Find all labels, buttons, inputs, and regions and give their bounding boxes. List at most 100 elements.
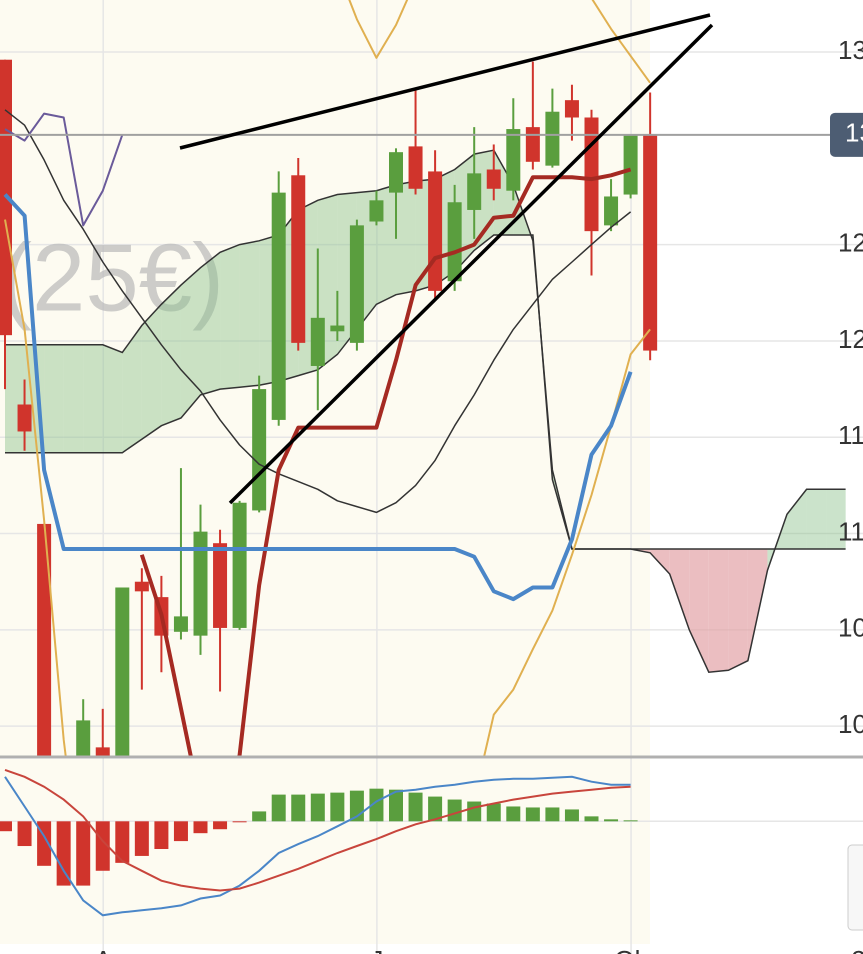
macd-bar	[95, 821, 110, 871]
candle-body	[252, 389, 267, 511]
candle-body	[564, 100, 579, 118]
macd-bar	[252, 811, 267, 822]
cloud-segment	[83, 344, 103, 453]
macd-bar	[564, 809, 579, 822]
cloud-segment	[44, 344, 64, 453]
candle-body	[604, 196, 619, 226]
candle-body	[389, 152, 403, 193]
y-tick-label: 12	[838, 228, 863, 258]
candle-body	[37, 523, 52, 757]
candle-body	[173, 616, 188, 632]
cloud-segment	[180, 267, 201, 418]
indicator-line	[139, 167, 632, 757]
candle-body	[545, 111, 560, 166]
macd-bar	[134, 821, 149, 856]
macd-bar	[173, 821, 188, 842]
macd-bar	[623, 820, 638, 822]
indicator-line	[4, 112, 124, 227]
macd-bar	[408, 792, 423, 822]
indicator-line	[4, 219, 651, 757]
macd-bar	[447, 799, 462, 822]
cloud-segment	[396, 181, 416, 295]
candle-body	[369, 200, 384, 222]
candle-body	[486, 169, 501, 189]
macd-bar	[389, 789, 403, 822]
cloud-segment	[669, 548, 690, 630]
macd-bar	[291, 794, 306, 822]
macd-bar	[193, 821, 208, 834]
macd-bar	[271, 794, 286, 822]
candle-body	[115, 587, 130, 757]
candle-body	[643, 134, 658, 351]
x-tick-label: J	[370, 945, 383, 954]
candle-body	[95, 747, 110, 757]
trend-line	[228, 23, 714, 505]
macd-line	[4, 775, 631, 917]
macd-bar	[584, 816, 599, 822]
indicator-line	[4, 109, 632, 514]
price-badge	[830, 112, 863, 157]
cloud-segment	[63, 344, 84, 453]
macd-bar	[545, 807, 560, 822]
x-tick-label: A	[95, 945, 113, 954]
y-tick-label: 11	[838, 516, 863, 546]
cloud-segment	[728, 548, 748, 671]
macd-bar	[213, 821, 228, 830]
candle-body	[428, 171, 443, 291]
axis-labels: 13 12 12 11 11 10 10 A J Ok 22 13	[95, 35, 863, 954]
cloud-segment	[747, 548, 768, 661]
x-tick-label: Ok	[614, 945, 648, 954]
main-panel	[0, 0, 863, 757]
macd-bar	[467, 801, 482, 822]
candle-body	[232, 502, 247, 628]
macd-bar	[525, 807, 540, 822]
cloud-segment	[141, 304, 162, 440]
x-tick-label: 22	[851, 945, 863, 954]
y-tick-label: 10	[838, 613, 863, 643]
candle-body	[349, 225, 364, 343]
cloud-segment	[5, 344, 25, 453]
trend-line	[179, 13, 711, 150]
cloud-segment	[220, 244, 240, 390]
y-tick-label: 13	[838, 35, 863, 65]
macd-bar	[330, 792, 345, 822]
watermark: (25€)	[0, 224, 224, 331]
candle-body	[623, 134, 638, 195]
scroll-handle[interactable]	[847, 844, 863, 931]
candle-body	[17, 404, 32, 432]
cloud-segment	[239, 240, 260, 388]
cloud-segment	[689, 548, 709, 673]
macd-bar	[369, 788, 384, 822]
macd-bar	[232, 821, 247, 823]
candle-body	[271, 192, 286, 420]
macd-bar	[0, 821, 12, 832]
cloud-segment	[708, 548, 729, 673]
macd-bar	[604, 819, 619, 822]
macd-line	[4, 768, 631, 892]
cloud-segment	[161, 285, 181, 426]
macd-bar	[56, 821, 71, 886]
macd-panel	[0, 768, 863, 917]
y-tick-label: 11	[838, 420, 863, 450]
candle-body	[408, 146, 423, 189]
y-tick-label: 12	[838, 324, 863, 354]
macd-bar	[506, 806, 521, 822]
candle-body	[330, 325, 345, 332]
candle-body	[291, 175, 306, 343]
macd-bar	[310, 793, 325, 822]
cloud-segment	[826, 489, 846, 549]
candle-body	[134, 581, 149, 592]
candle-body	[467, 173, 482, 210]
price-badge-label: 13	[845, 118, 863, 148]
macd-bar	[17, 821, 32, 847]
candle-body	[76, 720, 91, 757]
macd-bar	[115, 821, 130, 863]
indicator-line	[3, 193, 633, 602]
y-tick-label: 10	[838, 709, 863, 739]
macd-bar	[486, 803, 501, 822]
cloud-segment	[787, 489, 807, 549]
candle-body	[506, 129, 521, 191]
cloud-segment	[102, 344, 123, 453]
macd-bar	[428, 796, 443, 822]
